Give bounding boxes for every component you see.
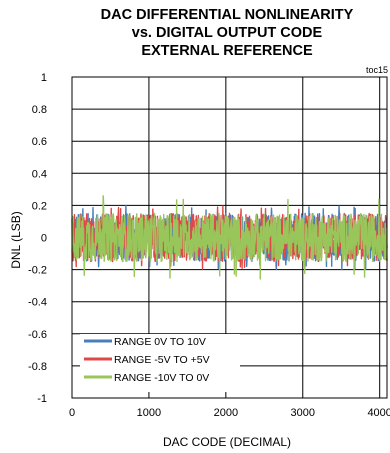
y-tick-label: -1: [37, 393, 47, 405]
x-tick-label: 1000: [137, 407, 161, 419]
chart-title: DAC DIFFERENTIAL NONLINEARITY vs. DIGITAL…: [101, 7, 354, 59]
series-traces: [71, 195, 388, 280]
x-tick-label: 0: [69, 407, 75, 419]
y-tick-label: -0.6: [28, 329, 47, 341]
legend-label-1: RANGE 0V TO 10V: [114, 336, 206, 348]
x-tick-label: 2000: [214, 407, 238, 419]
y-tick-label: -0.2: [28, 265, 47, 277]
x-axis-label: DAC CODE (DECIMAL): [163, 435, 291, 449]
legend-label-2: RANGE -5V TO +5V: [114, 354, 210, 366]
series-trace-3: [71, 195, 388, 280]
x-tick-label: 4000: [367, 407, 390, 419]
y-tick-label: 0.4: [32, 168, 47, 180]
legend-label-3: RANGE -10V TO 0V: [114, 372, 209, 384]
title-line-2: vs. DIGITAL OUTPUT CODE: [132, 25, 323, 41]
plot-border: [71, 76, 388, 399]
x-tick-label: 3000: [291, 407, 315, 419]
y-tick-label: 0.2: [32, 200, 47, 212]
figure-code: toc15: [366, 65, 388, 75]
x-tick-labels: 0 1000 2000 3000 4000: [69, 407, 390, 419]
plot-frame: [71, 76, 388, 399]
y-tick-label: 1: [41, 72, 47, 84]
legend-background: [80, 334, 240, 392]
y-axis-label: DNL (LSB): [9, 211, 23, 269]
y-tick-label: 0.8: [32, 104, 47, 116]
y-tick-label: 0.6: [32, 136, 47, 148]
title-line-1: DAC DIFFERENTIAL NONLINEARITY: [101, 7, 354, 23]
y-tick-label: -0.8: [28, 361, 47, 373]
legend: RANGE 0V TO 10V RANGE -5V TO +5V RANGE -10…: [80, 334, 240, 392]
y-tick-labels: 1 0.8 0.6 0.4 0.2 0 -0.2 -0.4 -0.6 -0.8 -1: [28, 72, 47, 405]
y-tick-label: -0.4: [28, 297, 47, 309]
y-tick-label: 0: [41, 233, 47, 245]
title-line-3: EXTERNAL REFERENCE: [141, 43, 313, 59]
